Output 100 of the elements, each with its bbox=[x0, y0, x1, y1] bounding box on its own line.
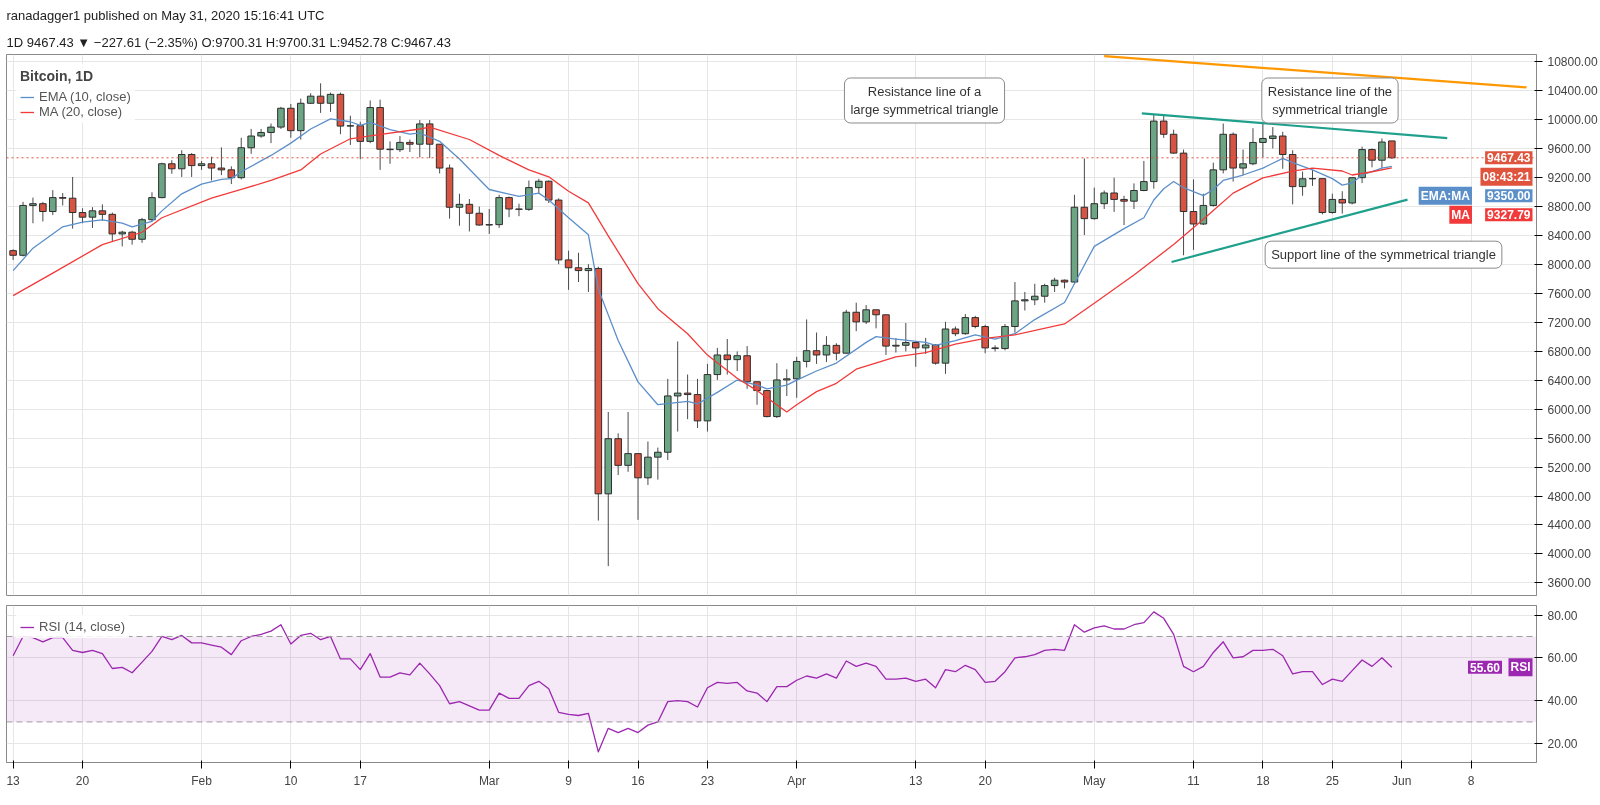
ref-line-label: 9467.43 bbox=[1487, 151, 1531, 166]
candlestick bbox=[29, 197, 37, 224]
candlestick bbox=[1338, 190, 1347, 215]
candlestick bbox=[326, 92, 335, 113]
y-tick-label: 20.00 bbox=[1547, 736, 1578, 751]
y-tick-label: 4800.00 bbox=[1547, 489, 1592, 504]
chart-subtitle: 1D 9467.43 ▼ −227.61 (−2.35%) O:9700.31 H:9700.31 L:9452.78 C:9467.43 bbox=[6, 34, 451, 50]
candlestick bbox=[911, 342, 920, 368]
candlestick bbox=[525, 180, 533, 212]
candlestick bbox=[812, 332, 821, 365]
candlestick bbox=[564, 250, 573, 291]
y-tick-label: 80.00 bbox=[1547, 608, 1578, 623]
annotation: 9350.00 bbox=[1487, 189, 1531, 204]
candlestick bbox=[673, 340, 682, 433]
annotation: RSI bbox=[1510, 660, 1531, 675]
candlestick bbox=[39, 201, 47, 222]
x-tick-label: Mar bbox=[478, 773, 500, 788]
y-tick-label: 7200.00 bbox=[1547, 315, 1592, 330]
candlestick bbox=[713, 347, 722, 381]
y-tick-label: 8400.00 bbox=[1547, 228, 1592, 243]
candlestick bbox=[892, 337, 900, 354]
candlestick bbox=[406, 139, 414, 153]
candlestick bbox=[9, 248, 17, 261]
x-tick-label: 9 bbox=[565, 773, 573, 788]
candlestick bbox=[277, 106, 285, 130]
annotation: Resistance line of the symmetrical triangle bbox=[1267, 83, 1393, 117]
candlestick bbox=[148, 191, 156, 222]
x-tick-label: 20 bbox=[978, 773, 993, 788]
candlestick bbox=[1159, 114, 1168, 139]
annotation: 9327.79 bbox=[1487, 208, 1531, 223]
y-tick-label: 8800.00 bbox=[1547, 199, 1592, 214]
candlestick bbox=[1269, 126, 1277, 149]
candlestick bbox=[287, 103, 295, 139]
candlestick bbox=[802, 318, 811, 368]
candlestick bbox=[485, 208, 493, 235]
candlestick bbox=[1120, 195, 1128, 226]
candlestick bbox=[1189, 178, 1198, 251]
candlestick bbox=[902, 322, 910, 352]
candlestick bbox=[1001, 323, 1009, 351]
x-tick-label: 10 bbox=[284, 773, 298, 788]
candlestick bbox=[267, 123, 275, 144]
legend-label: RSI (14, close) bbox=[39, 619, 125, 634]
legend-label: MA (20, close) bbox=[39, 104, 123, 119]
annotation: Resistance line of a large symmetrical triangle bbox=[850, 83, 999, 117]
candlestick bbox=[1169, 129, 1178, 155]
candlestick bbox=[68, 176, 77, 230]
candlestick bbox=[455, 193, 464, 227]
candlestick bbox=[1328, 193, 1337, 215]
y-tick-label: 60.00 bbox=[1547, 651, 1578, 666]
y-tick-label: 8000.00 bbox=[1547, 257, 1592, 272]
candlestick bbox=[316, 82, 325, 114]
candlestick bbox=[644, 441, 652, 486]
x-tick-label: 8 bbox=[1467, 773, 1475, 788]
candlestick bbox=[1259, 121, 1267, 158]
y-tick-label: 7600.00 bbox=[1547, 286, 1592, 301]
candlestick bbox=[961, 313, 970, 336]
y-tick-label: 9200.00 bbox=[1547, 170, 1592, 185]
y-tick-label: 10800.00 bbox=[1547, 54, 1598, 69]
candlestick bbox=[862, 304, 870, 325]
annotation: 55.60 bbox=[1469, 660, 1501, 675]
y-tick-label: 5200.00 bbox=[1547, 460, 1592, 475]
y-tick-label: 9600.00 bbox=[1547, 141, 1592, 156]
candlestick bbox=[991, 344, 999, 352]
y-tick-label: 4400.00 bbox=[1547, 518, 1592, 533]
annotation: MA bbox=[1451, 207, 1471, 222]
chart-title: ranadagger1 published on May 31, 2020 15:16:41 UTC bbox=[6, 7, 325, 23]
candlestick bbox=[1021, 291, 1029, 312]
candlestick bbox=[177, 149, 186, 178]
x-tick-label: Feb bbox=[191, 773, 213, 788]
y-tick-label: 3600.00 bbox=[1547, 576, 1592, 591]
x-tick-label: 11 bbox=[1187, 773, 1201, 788]
y-tick-label: 4000.00 bbox=[1547, 547, 1592, 562]
legend-title: Bitcoin, 1D bbox=[20, 68, 95, 84]
candlestick bbox=[1298, 171, 1307, 197]
candlestick bbox=[108, 212, 117, 242]
y-tick-label: 10000.00 bbox=[1547, 112, 1598, 127]
candlestick bbox=[792, 356, 801, 399]
x-tick-label: 23 bbox=[700, 773, 715, 788]
y-tick-label: 6800.00 bbox=[1547, 344, 1592, 359]
y-tick-label: 5600.00 bbox=[1547, 431, 1592, 446]
candlestick bbox=[1249, 127, 1257, 166]
candlestick bbox=[584, 263, 593, 293]
x-tick-label: Jun bbox=[1392, 773, 1412, 788]
candlestick bbox=[852, 302, 860, 332]
candlestick bbox=[723, 338, 732, 376]
x-tick-label: 16 bbox=[631, 773, 646, 788]
y-tick-label: 10400.00 bbox=[1547, 83, 1598, 98]
candlestick bbox=[1130, 182, 1138, 210]
candlestick bbox=[1110, 177, 1118, 213]
candlestick bbox=[733, 350, 741, 372]
candlestick bbox=[822, 335, 831, 363]
candlestick bbox=[1040, 283, 1049, 304]
candlestick bbox=[49, 189, 57, 216]
candlestick bbox=[1080, 157, 1089, 236]
x-tick-label: 20 bbox=[75, 773, 90, 788]
candlestick bbox=[465, 198, 474, 232]
candlestick bbox=[654, 447, 662, 481]
candlestick bbox=[88, 206, 97, 229]
legend-label: EMA (10, close) bbox=[39, 89, 131, 104]
candlestick bbox=[872, 309, 880, 329]
